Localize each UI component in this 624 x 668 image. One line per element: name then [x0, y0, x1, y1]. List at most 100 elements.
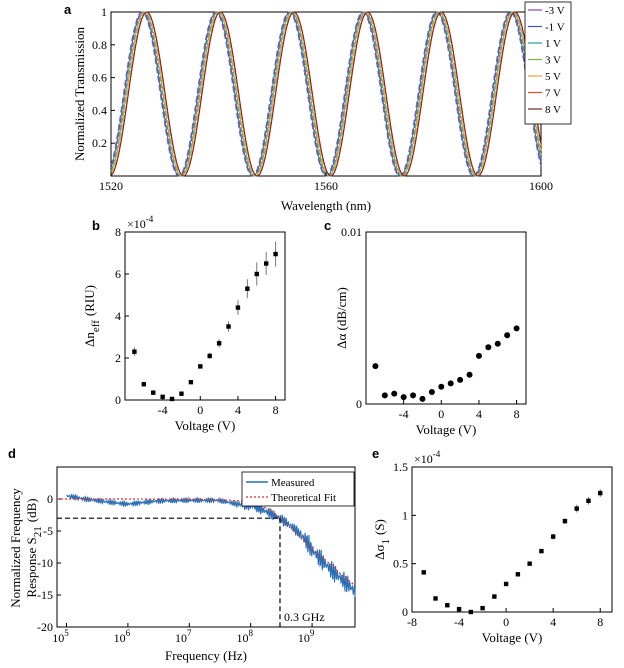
- y-axis-label-d-main: Response S: [24, 537, 39, 597]
- x-tick-label-d: 106: [114, 628, 131, 645]
- legend-box-d: [241, 471, 355, 507]
- legend-item-fit: Theoretical Fit: [271, 492, 336, 504]
- series-line-a-6: [110, 11, 542, 177]
- data-point-b: [188, 379, 194, 385]
- y-axis-label-a: Normalized Transmission: [72, 27, 87, 161]
- y-tick-label-e: 1: [402, 508, 408, 522]
- panel-c: c 0 0.01 -4 0 4 8 Voltage (V) Δα (dB/cm): [324, 218, 527, 437]
- x-tick-exp-d: 5: [64, 628, 69, 638]
- data-point-e: [550, 534, 556, 539]
- x-tick-label-b: -4: [158, 403, 168, 417]
- y-axis-label-unit-b: (RIU): [82, 285, 97, 316]
- y-tick-label-b: 2: [115, 351, 121, 365]
- data-point-c: [428, 388, 435, 395]
- panel-d-frame: [56, 466, 356, 628]
- data-point-e: [456, 606, 462, 612]
- x-tick-base-d: 10: [114, 631, 126, 645]
- data-point-c: [457, 376, 464, 383]
- x-tick-base-d: 10: [236, 631, 248, 645]
- legend-a: -3 V -1 V 1 V 3 V 5 V 7 V 8 V: [524, 1, 572, 125]
- data-point-b: [254, 271, 259, 277]
- series-line-a-3: [110, 11, 542, 177]
- x-tick-label-c: -4: [399, 407, 409, 421]
- multiplier-e: ×10-4: [414, 449, 441, 466]
- x-axis-label-b: Voltage (V): [175, 418, 236, 433]
- data-point-b: [132, 349, 137, 354]
- x-tick-label-b: 0: [197, 403, 203, 417]
- panel-a: a 0.2 0.4 0.6 0.8 1 1520 1560 1600 Wavelength (nm…: [64, 1, 572, 213]
- series-line-fit: [57, 498, 356, 586]
- series-line-measured: [66, 493, 356, 597]
- x-tick-label-d: 107: [175, 628, 192, 645]
- y-tick-label-c: 0: [356, 397, 362, 411]
- data-point-e: [574, 506, 579, 511]
- data-point-e: [515, 572, 521, 577]
- data-point-b: [216, 341, 222, 346]
- y-tick-label-a: 0.2: [92, 136, 107, 150]
- legend-item-a: 1 V: [545, 38, 561, 50]
- legend-item-measured: Measured: [271, 477, 315, 489]
- y-tick-label-c: 0.01: [341, 225, 362, 239]
- data-point-e: [598, 490, 603, 496]
- x-tick-label-a: 1520: [99, 179, 123, 193]
- x-tick-exp-d: 6: [126, 628, 131, 638]
- data-point-e: [503, 581, 509, 587]
- multiplier-exp-b: -4: [146, 214, 154, 224]
- y-axis-label-c: Δα (dB/cm): [334, 287, 349, 349]
- y-tick-label-a: 0.6: [92, 71, 107, 85]
- x-tick-label-c: 4: [476, 407, 482, 421]
- x-tick-base-d: 10: [52, 631, 64, 645]
- data-point-b: [198, 364, 203, 369]
- y-tick-label-d: -10: [37, 556, 53, 570]
- y-axis-label-main-e: Δσ: [372, 545, 387, 560]
- data-point-c: [438, 383, 445, 390]
- data-point-c: [419, 395, 426, 402]
- data-point-e: [527, 561, 532, 566]
- y-axis-label-d-line1: Normalized Frequency: [8, 488, 23, 608]
- data-point-b: [141, 382, 147, 387]
- y-tick-label-e: 0.5: [393, 557, 408, 571]
- y-tick-label-a: 1: [101, 5, 107, 19]
- panel-e-frame: [411, 466, 613, 613]
- y-tick-label-d: -20: [37, 620, 53, 634]
- x-tick-label-b: 8: [273, 403, 279, 417]
- legend-item-a: 5 V: [545, 71, 561, 83]
- y-axis-label-unit-e: (S): [372, 519, 387, 535]
- data-point-b: [179, 391, 184, 396]
- panel-a-curves: [110, 11, 542, 177]
- data-point-b: [169, 396, 175, 402]
- y-axis-label-sub-b: eff: [90, 320, 102, 332]
- y-tick-label-e: 1.5: [393, 460, 408, 474]
- data-point-c: [372, 363, 379, 370]
- panel-b-label: b: [92, 218, 100, 233]
- x-tick-label-d: 109: [298, 628, 315, 645]
- x-axis-label-a: Wavelength (nm): [281, 198, 371, 213]
- data-point-e: [492, 594, 497, 599]
- data-point-c: [494, 340, 501, 347]
- data-point-c: [485, 344, 492, 351]
- x-tick-exp-d: 8: [248, 628, 253, 638]
- x-tick-label-b: 4: [235, 403, 241, 417]
- panel-c-label: c: [324, 218, 331, 233]
- y-axis-label-d-sub: 21: [32, 526, 44, 537]
- legend-item-a: 8 V: [545, 104, 561, 116]
- data-point-c: [400, 394, 407, 401]
- data-point-e: [562, 518, 568, 524]
- x-tick-label-c: 0: [438, 407, 444, 421]
- data-point-c: [513, 325, 520, 332]
- x-tick-base-d: 10: [175, 631, 187, 645]
- y-axis-label-b: Δneff (RIU): [82, 285, 102, 347]
- y-tick-label-a: 0.4: [92, 103, 107, 117]
- data-point-b: [263, 261, 269, 266]
- cutoff-annotation: 0.3 GHz: [284, 610, 325, 624]
- data-point-c: [410, 392, 417, 399]
- data-point-b: [273, 251, 278, 257]
- x-tick-exp-d: 9: [310, 628, 315, 638]
- legend-box-a: [524, 1, 572, 125]
- y-tick-label-b: 0: [115, 393, 121, 407]
- multiplier-base-b: ×10: [127, 217, 146, 231]
